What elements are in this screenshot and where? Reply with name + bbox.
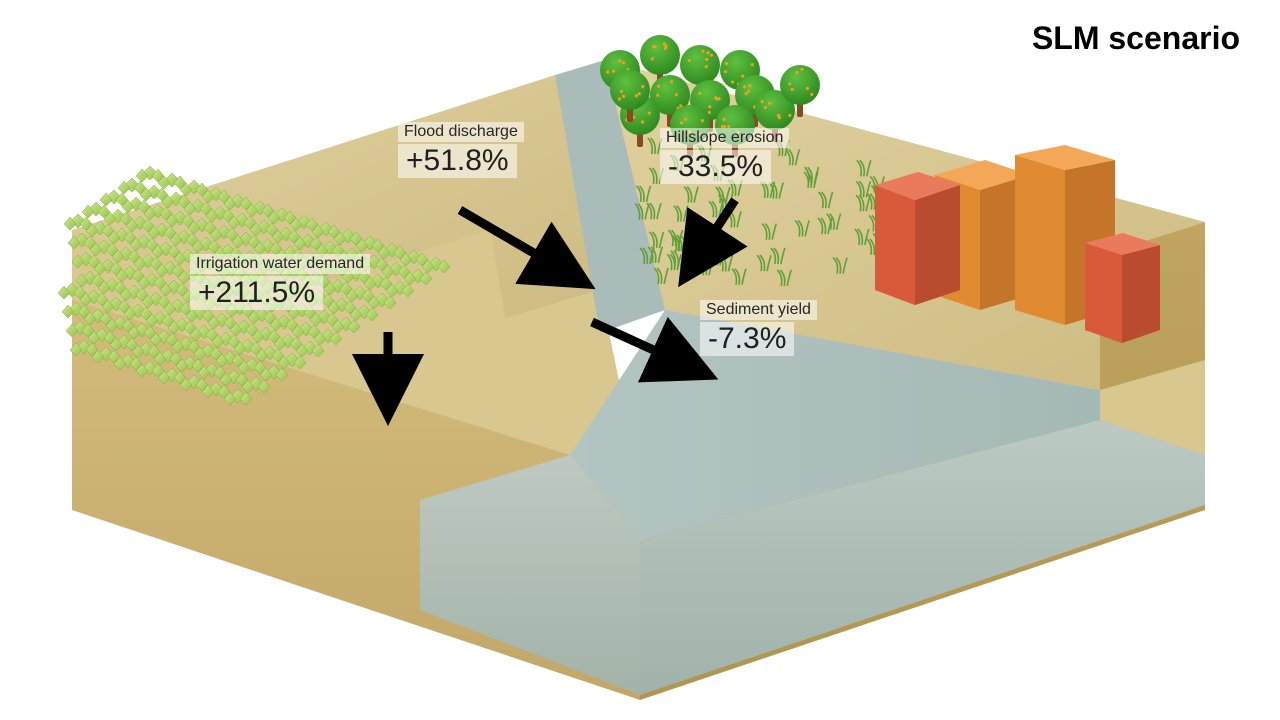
building-2 xyxy=(875,172,960,305)
terrain-scene xyxy=(0,0,1280,720)
building-4 xyxy=(1085,233,1160,343)
scenario-title: SLM scenario xyxy=(1032,20,1240,57)
